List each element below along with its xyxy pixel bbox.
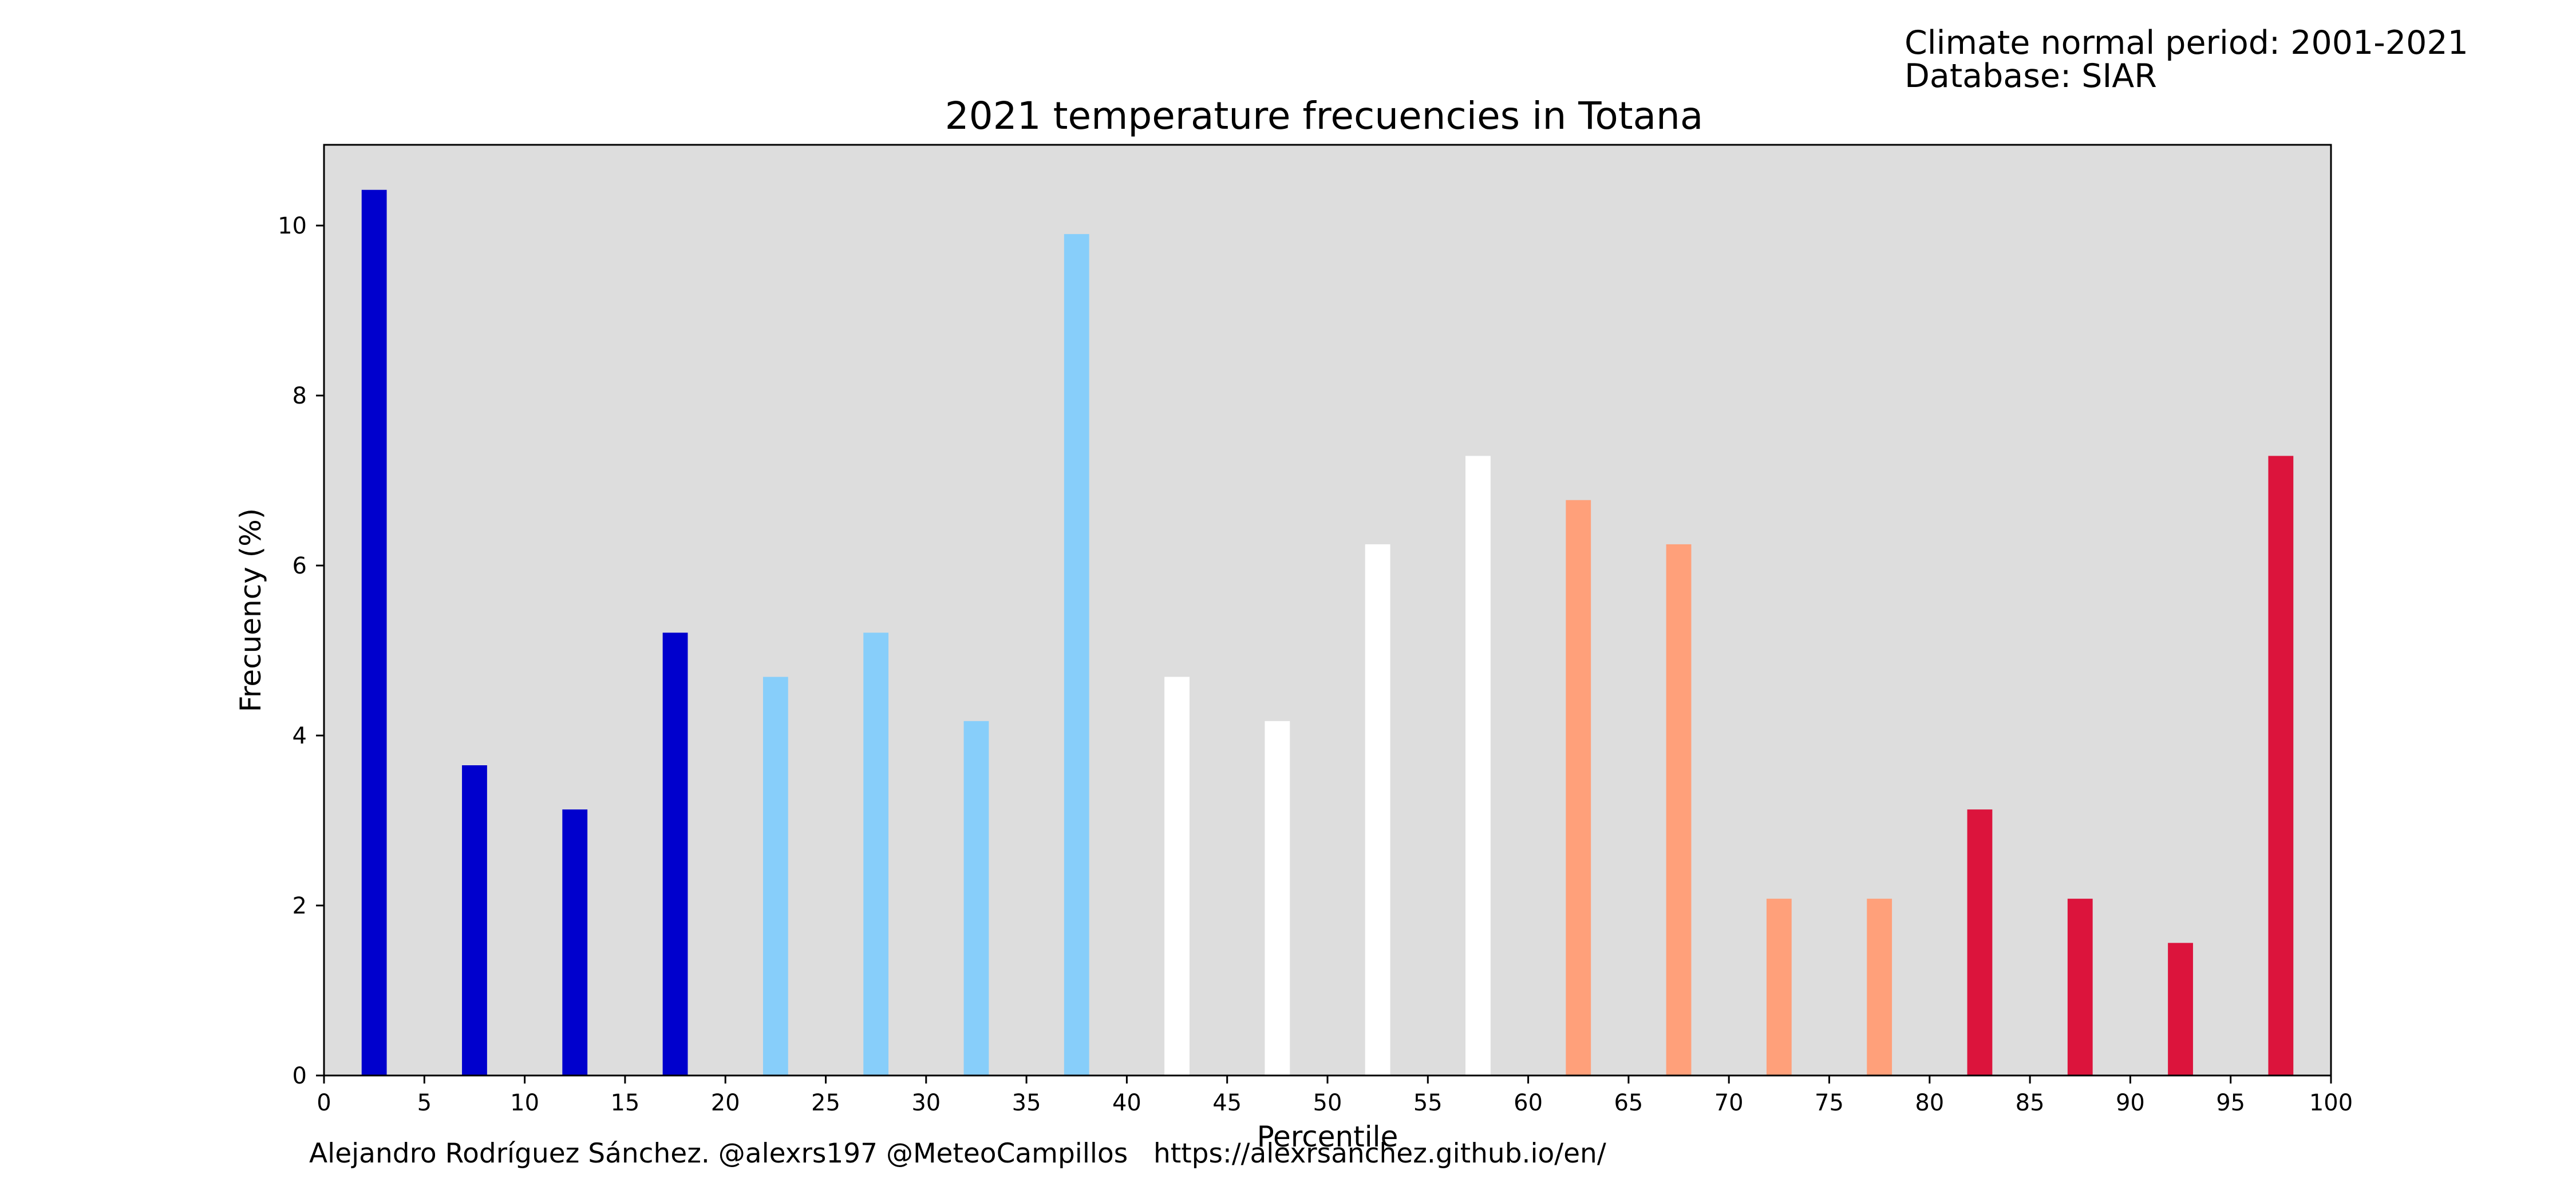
x-tick-label: 15 (610, 1090, 639, 1116)
y-tick-label: 8 (293, 383, 307, 409)
x-tick-label: 60 (1514, 1090, 1543, 1116)
x-tick-label: 95 (2216, 1090, 2245, 1116)
bar-p57.5 (1465, 456, 1491, 1076)
bar-p27.5 (863, 632, 889, 1076)
x-tick-label: 45 (1212, 1090, 1242, 1116)
bar-p92.5 (2168, 943, 2193, 1076)
x-tick-label: 0 (317, 1090, 331, 1116)
bar-p87.5 (2067, 899, 2093, 1076)
x-tick-label: 30 (911, 1090, 941, 1116)
bar-p42.5 (1164, 677, 1190, 1076)
x-tick-label: 20 (711, 1090, 740, 1116)
bars (361, 189, 2294, 1076)
bar-p17.5 (662, 632, 688, 1076)
bar-p12.5 (562, 809, 588, 1076)
bar-p52.5 (1365, 544, 1390, 1076)
bar-p32.5 (963, 721, 989, 1076)
x-tick-label: 40 (1112, 1090, 1141, 1116)
x-tick-label: 5 (417, 1090, 432, 1116)
y-axis-label: Frecuency (%) (234, 508, 267, 712)
x-tick-label: 85 (2016, 1090, 2045, 1116)
database-label: Database: SIAR (1905, 57, 2157, 95)
bar-p62.5 (1566, 500, 1591, 1076)
y-tick-label: 2 (293, 893, 307, 919)
x-axis-label: Percentile (1257, 1120, 1398, 1153)
plot-area (324, 145, 2331, 1076)
x-tick-label: 100 (2309, 1090, 2353, 1116)
author-credit: Alejandro Rodríguez Sánchez. @alexrs197 … (309, 1138, 1606, 1169)
x-tick-label: 50 (1313, 1090, 1342, 1116)
x-tick-label: 70 (1714, 1090, 1744, 1116)
bar-p37.5 (1064, 234, 1089, 1076)
bar-p7.5 (462, 765, 487, 1076)
x-axis-ticks: 0 5 10 15 20 25 30 35 40 45 50 55 60 65 70 75 80 85 90 95 10… (317, 1076, 2353, 1116)
bar-p2.5 (361, 189, 387, 1076)
x-tick-label: 10 (510, 1090, 539, 1116)
x-tick-label: 55 (1413, 1090, 1443, 1116)
bar-p82.5 (1967, 809, 1993, 1076)
y-tick-label: 6 (293, 553, 307, 579)
y-tick-label: 4 (293, 723, 307, 749)
y-tick-label: 0 (293, 1063, 307, 1089)
x-tick-label: 35 (1012, 1090, 1041, 1116)
bar-p67.5 (1666, 544, 1692, 1076)
x-tick-label: 90 (2116, 1090, 2145, 1116)
y-tick-label: 10 (278, 213, 307, 239)
y-axis-ticks: 0 2 4 6 8 10 (278, 213, 324, 1089)
bar-p22.5 (762, 677, 788, 1076)
bar-p47.5 (1265, 721, 1290, 1076)
x-tick-label: 80 (1915, 1090, 1944, 1116)
bar-p72.5 (1766, 899, 1792, 1076)
chart-title: 2021 temperature frecuencies in Totana (945, 94, 1704, 138)
x-tick-label: 25 (811, 1090, 840, 1116)
climate-period-label: Climate normal period: 2001-2021 (1905, 24, 2468, 62)
x-tick-label: 75 (1815, 1090, 1844, 1116)
bar-p97.5 (2268, 456, 2294, 1076)
bar-p77.5 (1867, 899, 1893, 1076)
x-tick-label: 65 (1614, 1090, 1643, 1116)
